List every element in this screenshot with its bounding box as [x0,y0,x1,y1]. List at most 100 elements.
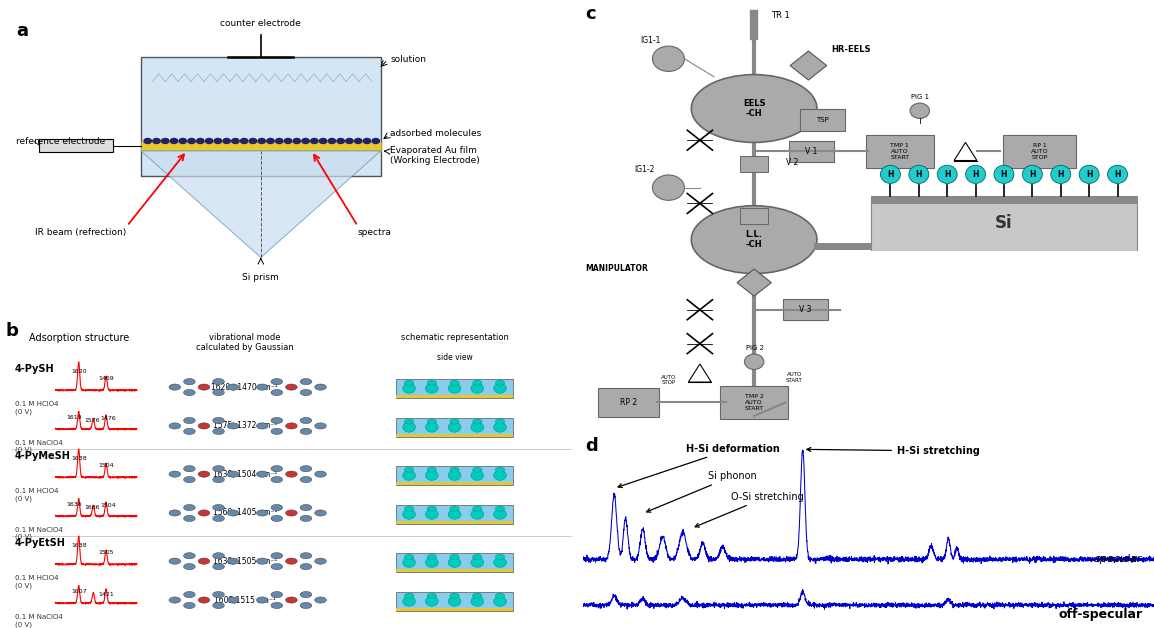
Text: a: a [16,22,28,40]
Text: 1476: 1476 [100,416,115,421]
Ellipse shape [495,381,504,385]
Text: IG1-2: IG1-2 [635,165,654,174]
Text: O-Si stretching: O-Si stretching [695,492,804,527]
Circle shape [300,379,312,385]
Text: Si: Si [995,214,1013,232]
Ellipse shape [471,470,484,480]
Text: 1638: 1638 [70,543,87,548]
Circle shape [183,389,195,396]
Circle shape [315,510,327,516]
Ellipse shape [426,509,439,519]
Text: 1576: 1576 [84,418,100,423]
FancyBboxPatch shape [784,300,827,320]
Ellipse shape [494,383,507,393]
Ellipse shape [495,467,504,472]
Text: Adsorption structure: Adsorption structure [29,333,129,343]
Circle shape [168,597,181,603]
Ellipse shape [473,381,482,385]
Text: 0.1 M NaClO4
(0 V): 0.1 M NaClO4 (0 V) [15,440,62,453]
Ellipse shape [471,383,484,393]
Circle shape [302,138,309,143]
Text: 1469: 1469 [98,376,114,381]
Text: TR 2: TR 2 [900,235,919,244]
Text: PiG 1: PiG 1 [912,94,929,100]
Circle shape [227,384,239,390]
Circle shape [271,516,283,521]
Bar [740,156,769,172]
Circle shape [285,597,298,603]
Circle shape [232,138,239,143]
Circle shape [256,423,268,429]
Circle shape [168,423,181,429]
Circle shape [267,138,275,143]
Circle shape [320,138,327,143]
Text: 1638, 1504 cm⁻¹: 1638, 1504 cm⁻¹ [212,470,277,479]
Circle shape [285,510,298,516]
Circle shape [285,558,298,565]
Text: vibrational mode
calculated by Gaussian: vibrational mode calculated by Gaussian [196,333,293,352]
Text: 1505: 1505 [98,550,114,555]
Text: spectra: spectra [358,228,391,237]
FancyBboxPatch shape [141,57,381,176]
Bar [396,466,512,485]
Circle shape [183,465,195,472]
Ellipse shape [1108,165,1127,183]
Circle shape [300,563,312,570]
Circle shape [179,138,187,143]
Text: 1560 ,1405 cm⁻¹: 1560 ,1405 cm⁻¹ [212,509,277,517]
Ellipse shape [403,597,415,606]
Circle shape [293,138,300,143]
Circle shape [256,510,268,516]
Ellipse shape [404,593,414,598]
Circle shape [284,138,292,143]
Text: IG1-1: IG1-1 [639,36,660,45]
Ellipse shape [448,509,460,519]
Text: 1619: 1619 [67,415,82,420]
Circle shape [183,563,195,570]
Circle shape [300,516,312,521]
Bar [39,139,113,153]
Circle shape [285,423,298,429]
Circle shape [212,465,224,472]
Ellipse shape [471,597,484,606]
Ellipse shape [691,206,817,274]
Ellipse shape [448,470,460,480]
Circle shape [300,389,312,396]
Bar [396,553,512,572]
Text: V 2: V 2 [786,158,797,167]
Ellipse shape [495,593,504,598]
Text: H: H [1001,170,1007,179]
Circle shape [300,428,312,435]
Ellipse shape [427,506,436,511]
Text: side view: side view [436,353,472,362]
Circle shape [212,602,224,609]
Circle shape [285,384,298,390]
Circle shape [198,423,210,429]
Circle shape [271,563,283,570]
Circle shape [215,138,222,143]
Ellipse shape [473,555,482,560]
Text: 1575 ,1372 cm⁻¹: 1575 ,1372 cm⁻¹ [212,421,277,430]
Ellipse shape [473,467,482,472]
Circle shape [300,592,312,598]
Circle shape [212,477,224,483]
Circle shape [183,592,195,598]
FancyBboxPatch shape [598,388,659,416]
Text: 0.1 M HClO4
(0 V): 0.1 M HClO4 (0 V) [15,401,58,414]
Ellipse shape [994,165,1014,183]
Ellipse shape [495,419,504,424]
Ellipse shape [426,597,439,606]
Ellipse shape [494,597,507,606]
Ellipse shape [403,422,415,432]
Circle shape [256,471,268,477]
Circle shape [168,471,181,477]
Ellipse shape [404,419,414,424]
Text: counter electrode: counter electrode [220,19,301,28]
Circle shape [276,138,283,143]
Ellipse shape [404,506,414,511]
Text: 1421: 1421 [98,592,114,597]
Text: 0.1 M HClO4
(0 V): 0.1 M HClO4 (0 V) [15,575,58,588]
Text: schematic representation: schematic representation [400,333,509,342]
Circle shape [271,428,283,435]
Text: H: H [915,170,922,179]
